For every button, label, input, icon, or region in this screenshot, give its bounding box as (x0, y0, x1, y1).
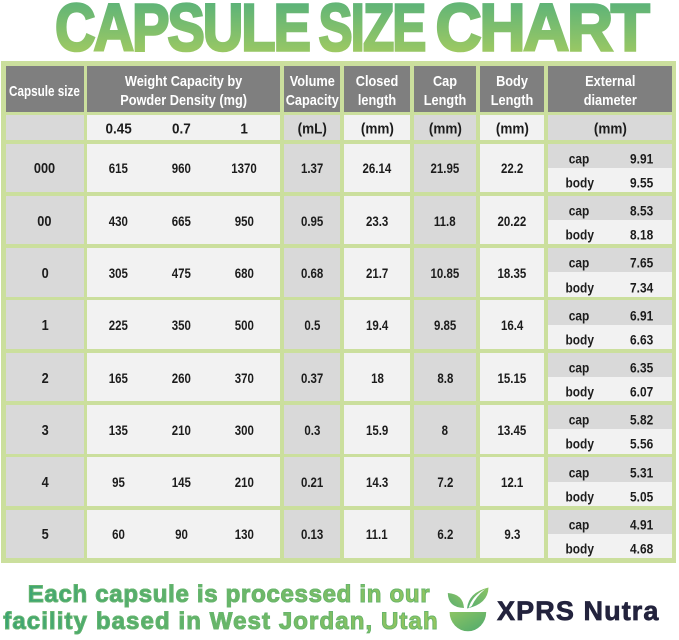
svg-text:CAPSULE: CAPSULE (55, 0, 309, 60)
svg-text:CHART: CHART (436, 0, 650, 60)
svg-text:SIZE: SIZE (319, 0, 425, 60)
